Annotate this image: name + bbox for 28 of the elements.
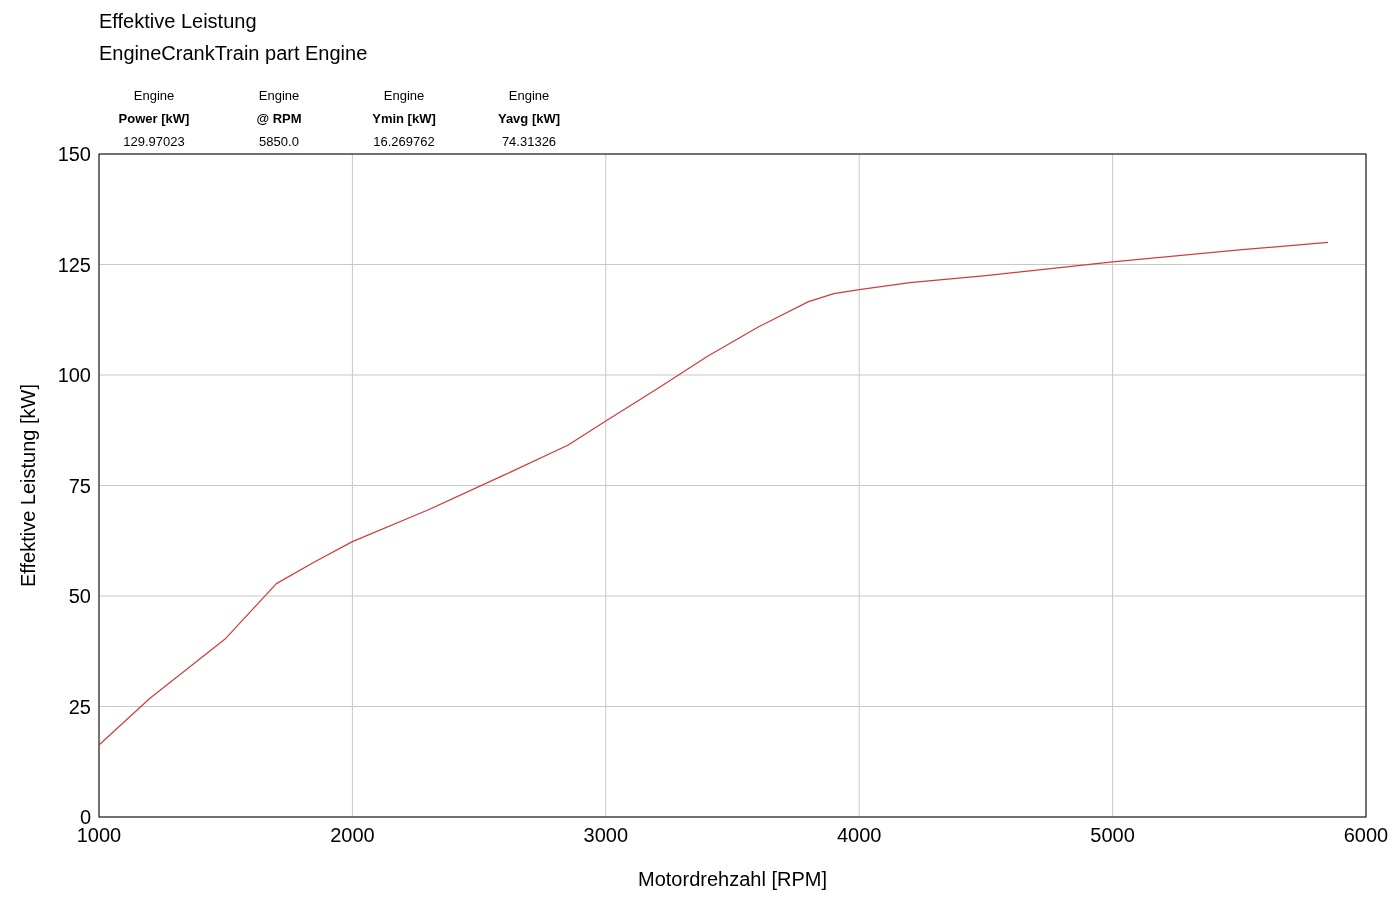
x-tick-label: 5000 [1090,824,1135,846]
y-tick-label: 125 [57,253,91,276]
x-tick-label: 2000 [330,824,375,846]
text: @ RPM [256,111,302,126]
text: Engine [133,88,175,103]
text: Power [kW] [118,111,190,126]
chart-subtitle: EngineCrankTrain part Engine [99,42,368,64]
text: Ymin [kW] [372,111,436,126]
text: Yavg [kW] [497,111,561,126]
x-tick-label: 4000 [836,824,882,846]
text: 16.269762 [373,134,435,149]
y-axis-title: Effektive Leistung [kW] [17,383,39,588]
x-tick-label: 3000 [583,824,629,846]
text: 74.31326 [501,134,557,149]
text: 129.97023 [123,134,185,149]
text: Engine [258,88,300,103]
y-tick-label: 100 [57,364,91,386]
x-tick-label: 6000 [1343,824,1389,846]
x-axis-title: Motordrehzahl [RPM] [638,868,827,890]
y-tick-label: 25 [68,695,91,718]
text: Engine [383,88,425,103]
text: Engine [508,88,550,103]
y-tick-label: 75 [68,474,91,497]
y-tick-label: 50 [68,585,91,607]
y-tick-label: 150 [57,143,91,165]
chart-title: Effektive Leistung [99,10,257,32]
text: 5850.0 [259,134,299,149]
line-series [98,241,1329,746]
